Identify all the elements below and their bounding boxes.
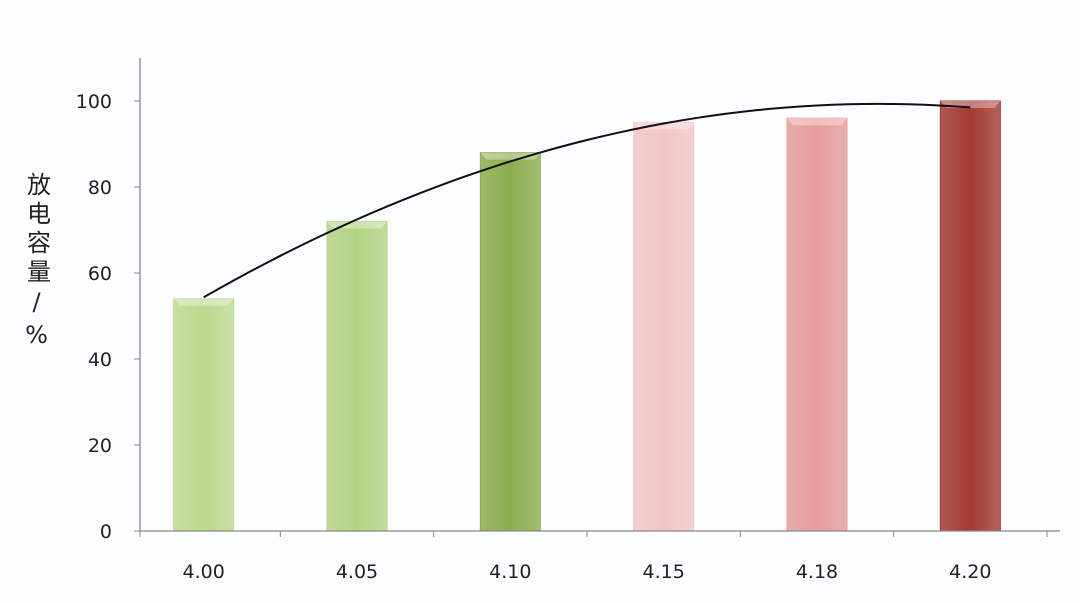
bar-4.18 [786,117,848,532]
bar-4.10 [479,152,541,532]
bar-4.20 [939,100,1001,532]
y-tick-label: 80 [88,177,112,199]
x-tick-label: 4.10 [489,561,531,583]
x-tick-label: 4.05 [336,561,378,583]
y-tick-label: 100 [76,91,112,113]
bar-bevel [787,118,847,126]
y-tick-label: 60 [88,263,112,285]
bar-bevel [327,221,387,229]
x-tick-label: 4.15 [643,561,685,583]
y-axis-label-text: 放电容量/% [22,172,51,354]
y-tick-label: 0 [100,521,112,543]
bar-bevel [633,122,694,130]
bar-4.05 [326,220,388,532]
bar-4.15 [633,122,695,532]
x-tick-label: 4.18 [796,561,838,583]
bar-bevel [173,298,234,306]
y-tick-label: 40 [88,349,112,371]
trend-line [203,102,971,299]
x-tick-label: 4.20 [949,561,991,583]
bar-4.00 [173,298,235,532]
y-tick-label: 20 [88,435,112,457]
y-axis-label: 放电容量/% [16,172,56,354]
x-tick-label: 4.00 [183,561,225,583]
